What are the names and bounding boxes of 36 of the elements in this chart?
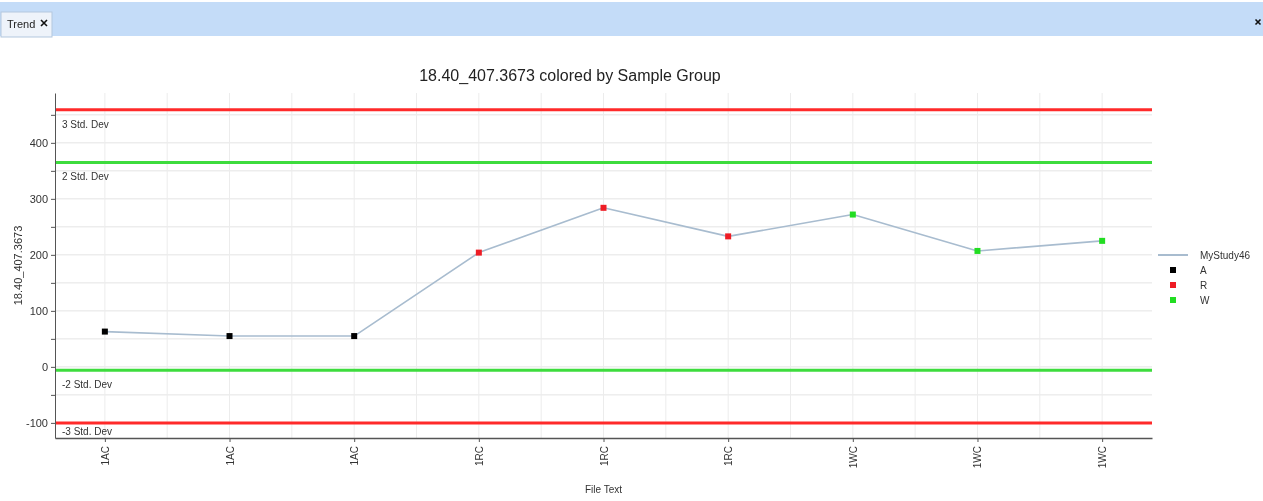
ref-line-label: 2 Std. Dev [62, 171, 109, 183]
x-tick-label: 1RC [473, 446, 485, 467]
ref-line-label: -2 Std. Dev [62, 379, 113, 391]
y-tick-label: 0 [41, 360, 48, 373]
y-axis-title: 18.40_407.3673 [12, 225, 24, 306]
legend-label: A [1200, 265, 1207, 276]
point [475, 249, 482, 256]
x-tick-label: 1RC [598, 446, 610, 467]
x-tick-label: 1AC [224, 446, 236, 466]
x-tick-label: 1AC [99, 446, 111, 466]
point [725, 233, 732, 240]
x-tick-label: 1WC [972, 446, 984, 469]
ref-line-label: 3 Std. Dev [62, 118, 109, 130]
ref-line-label: -3 Std. Dev [62, 426, 113, 437]
point [1099, 237, 1106, 244]
legend-label: R [1200, 280, 1208, 291]
y-tick-label: 200 [29, 248, 48, 261]
y-tick-label: 300 [29, 192, 48, 205]
x-tick-label: 1WC [847, 446, 859, 469]
point [351, 333, 358, 340]
y-tick-label: 100 [29, 304, 48, 317]
x-tick-label: 1AC [349, 446, 361, 466]
point [600, 204, 607, 211]
legend-label: W [1200, 295, 1210, 306]
point [974, 247, 981, 254]
point [849, 211, 856, 218]
point [101, 328, 108, 335]
legend-label: MyStudy46 [1200, 250, 1251, 261]
chart-title: 18.40_407.3673 colored by Sample Group [419, 67, 721, 85]
x-axis-title: File Text [584, 484, 623, 495]
y-tick-label: 400 [29, 136, 48, 149]
text: Trend [7, 18, 36, 30]
point [226, 333, 233, 340]
x-tick-label: 1RC [723, 446, 735, 467]
y-tick-label: -100 [25, 416, 48, 429]
x-tick-label: 1WC [1097, 446, 1109, 469]
